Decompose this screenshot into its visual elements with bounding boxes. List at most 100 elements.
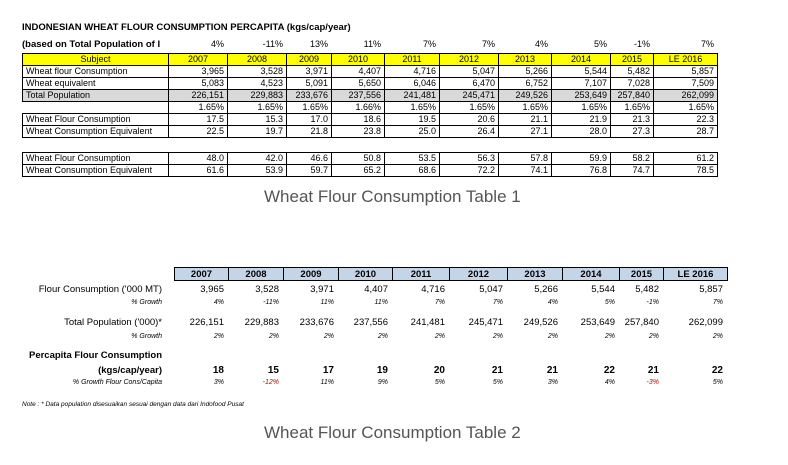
cell-value: 59.7	[286, 164, 332, 177]
population-value: 257,840	[624, 317, 659, 328]
growth-value: 11%	[363, 39, 381, 49]
growth-value: 5%	[492, 379, 503, 386]
year-header: 2008	[227, 53, 287, 66]
cell-value: 78.5	[653, 164, 718, 177]
cell-value: 1.65%	[384, 101, 440, 114]
year-header: 2009	[286, 53, 332, 66]
growth-value: -1%	[646, 299, 659, 306]
growth-value: 3%	[547, 379, 558, 386]
percapita-value: 21	[491, 365, 503, 376]
cell-value: 23.8	[331, 125, 385, 138]
percapita-value: 21	[647, 365, 659, 376]
cell-value: 5,650	[331, 77, 385, 90]
growth-value: 7%	[712, 299, 723, 306]
growth-value: 7%	[481, 39, 495, 49]
growth-value: 5%	[593, 39, 607, 49]
row-label: Total Population	[22, 89, 169, 102]
population-value: 237,556	[353, 317, 388, 328]
percapita-value: 22	[603, 365, 615, 376]
cell-value: 257,840	[610, 89, 654, 102]
cell-value: 74.1	[498, 164, 552, 177]
year-header: 2012	[439, 53, 499, 66]
row-label: Wheat Consumption Equivalent	[22, 125, 169, 138]
cell-value: 25.0	[384, 125, 440, 138]
population-growth-label: % Growth	[131, 333, 162, 340]
cell-value: 28.7	[653, 125, 718, 138]
cell-value: 229,883	[227, 89, 287, 102]
row-label: Wheat flour Consumption	[22, 65, 169, 78]
growth-value: 2%	[323, 333, 334, 340]
cell-value: 21.8	[286, 125, 332, 138]
cell-value: 245,471	[439, 89, 499, 102]
cell-value: 17.5	[168, 113, 228, 126]
table2-percap-growth-row: % Growth Flour Cons/Capita 3% -12% 11% 9% 5%…	[0, 379, 788, 392]
growth-value: -11%	[263, 299, 279, 306]
growth-value: 7%	[434, 299, 445, 306]
growth-value: 5%	[604, 299, 615, 306]
growth-value: 5%	[434, 379, 445, 386]
subject-header: Subject	[22, 53, 169, 66]
table2-pop-row: Total Population ('000)* 226,151 229,883 2…	[0, 317, 788, 330]
population-value: 226,151	[189, 317, 224, 328]
row-label	[23, 102, 169, 114]
cell-value: 4,407	[331, 65, 385, 78]
cell-value: 1.65%	[551, 101, 611, 114]
cell-value: 4,523	[227, 77, 287, 90]
cell-value: 19.5	[384, 113, 440, 126]
table1-caption: Wheat Flour Consumption Table 1	[264, 187, 521, 206]
percapita-growth-label: % Growth Flour Cons/Capita	[72, 379, 162, 386]
year-header: 2010	[339, 267, 393, 281]
flour-value: 5,047	[479, 284, 503, 295]
flour-growth-label: % Growth	[131, 299, 162, 306]
percapita-value: 17	[322, 365, 334, 376]
year-header: 2014	[551, 53, 611, 66]
flour-value: 3,971	[310, 284, 334, 295]
growth-value: 2%	[648, 333, 659, 340]
row-label: Wheat Flour Consumption	[22, 113, 169, 126]
growth-value: 4%	[547, 299, 558, 306]
cell-value: 46.6	[286, 152, 332, 165]
growth-value: 2%	[377, 333, 388, 340]
flour-consumption-label: Flour Consumption ('000 MT)	[38, 284, 162, 295]
cell-value: 5,857	[653, 65, 718, 78]
population-value: 233,676	[299, 317, 334, 328]
cell-value: 53.5	[384, 152, 440, 165]
flour-value: 5,857	[699, 284, 723, 295]
percapita-value: 15	[267, 365, 279, 376]
cell-value: 17.0	[286, 113, 332, 126]
cell-value: 7,509	[653, 77, 718, 90]
growth-value: 5%	[712, 379, 723, 386]
year-header: 2011	[393, 267, 450, 281]
cell-value: 53.9	[227, 164, 287, 177]
cell-value: 1.66%	[331, 101, 385, 114]
growth-value: 2%	[434, 333, 445, 340]
population-value: 262,099	[688, 317, 723, 328]
table-row: Wheat flour Consumption 3,965 3,528 3,971 4,…	[22, 65, 718, 78]
flour-value: 4,716	[421, 284, 445, 295]
table1-secondary: Wheat Flour Consumption 48.0 42.0 46.6 50.8 5…	[22, 152, 718, 177]
table-row: Wheat Consumption Equivalent 61.6 53.9 59.7…	[22, 164, 718, 177]
table-row: Wheat Flour Consumption 17.5 15.3 17.0 18.6 1…	[22, 113, 718, 126]
growth-value: -1%	[633, 39, 650, 49]
cell-value: 6,752	[498, 77, 552, 90]
flour-value: 5,266	[534, 284, 558, 295]
growth-value: 9%	[377, 379, 388, 386]
cell-value: 249,526	[498, 89, 552, 102]
growth-value: 2%	[547, 333, 558, 340]
growth-value: 11%	[374, 299, 389, 306]
cell-value: 58.2	[610, 152, 654, 165]
year-header: 2009	[284, 267, 339, 281]
cell-value: 5,266	[498, 65, 552, 78]
growth-value: 4%	[213, 299, 224, 306]
cell-value: 59.9	[551, 152, 611, 165]
table2-note: Note : * Data population disesuaikan ses…	[22, 401, 244, 408]
growth-value: 2%	[604, 333, 615, 340]
year-header: 2010	[331, 53, 385, 66]
growth-value: 2%	[492, 333, 503, 340]
cell-value: 1.65%	[610, 101, 654, 114]
table-row: Wheat Flour Consumption 48.0 42.0 46.6 50.8 5…	[22, 152, 718, 165]
table1-growth-row: 4% -11% 13% 11% 7% 7% 4% 5% -1% 7%	[168, 39, 717, 52]
flour-value: 5,544	[591, 284, 615, 295]
table-row: Total Population 226,151 229,883 233,676 237…	[22, 89, 718, 102]
growth-value: 7%	[422, 39, 436, 49]
